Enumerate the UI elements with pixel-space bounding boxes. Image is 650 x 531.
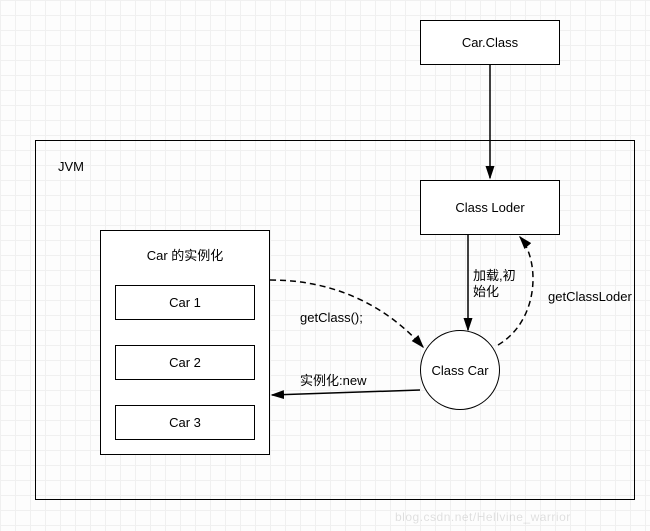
car-class-file-node: Car.Class <box>420 20 560 65</box>
car2-label: Car 2 <box>169 355 201 370</box>
instance-container-label: Car 的实例化 <box>147 245 224 264</box>
car1-node: Car 1 <box>115 285 255 320</box>
car3-node: Car 3 <box>115 405 255 440</box>
jvm-label: JVM <box>58 159 84 174</box>
load-init-line2: 始化 <box>473 284 499 299</box>
car1-label: Car 1 <box>169 295 201 310</box>
watermark-value: blog.csdn.net/Hellvine_warrior <box>395 510 571 524</box>
edge-label-getclass: getClass(); <box>300 310 363 325</box>
class-loader-label: Class Loder <box>455 200 524 215</box>
car3-label: Car 3 <box>169 415 201 430</box>
edge-label-instantiate: 实例化:new <box>300 370 366 389</box>
car-class-file-label: Car.Class <box>462 35 518 50</box>
getclassloader-text: getClassLoder <box>548 289 632 304</box>
load-init-line1: 加载,初 <box>473 268 516 283</box>
instantiate-text: 实例化:new <box>300 373 366 388</box>
class-car-node: Class Car <box>420 330 500 410</box>
class-loader-node: Class Loder <box>420 180 560 235</box>
car2-node: Car 2 <box>115 345 255 380</box>
getclass-text: getClass(); <box>300 310 363 325</box>
edge-label-getclassloader: getClassLoder <box>548 289 632 304</box>
class-car-label: Class Car <box>431 363 488 378</box>
watermark-text: blog.csdn.net/Hellvine_warrior <box>395 510 571 524</box>
edge-label-load-init: 加载,初 始化 <box>473 268 516 299</box>
